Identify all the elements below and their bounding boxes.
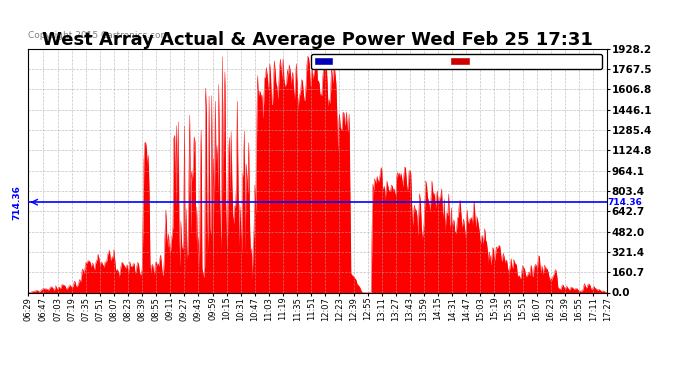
Title: West Array Actual & Average Power Wed Feb 25 17:31: West Array Actual & Average Power Wed Fe… [42,31,593,49]
Text: 714.36: 714.36 [13,185,22,220]
Text: Copyright 2015 Cartronics.com: Copyright 2015 Cartronics.com [28,31,169,40]
Text: 714.36: 714.36 [608,198,642,207]
Legend: Average  (DC Watts), West Array  (DC Watts): Average (DC Watts), West Array (DC Watts… [310,54,602,69]
